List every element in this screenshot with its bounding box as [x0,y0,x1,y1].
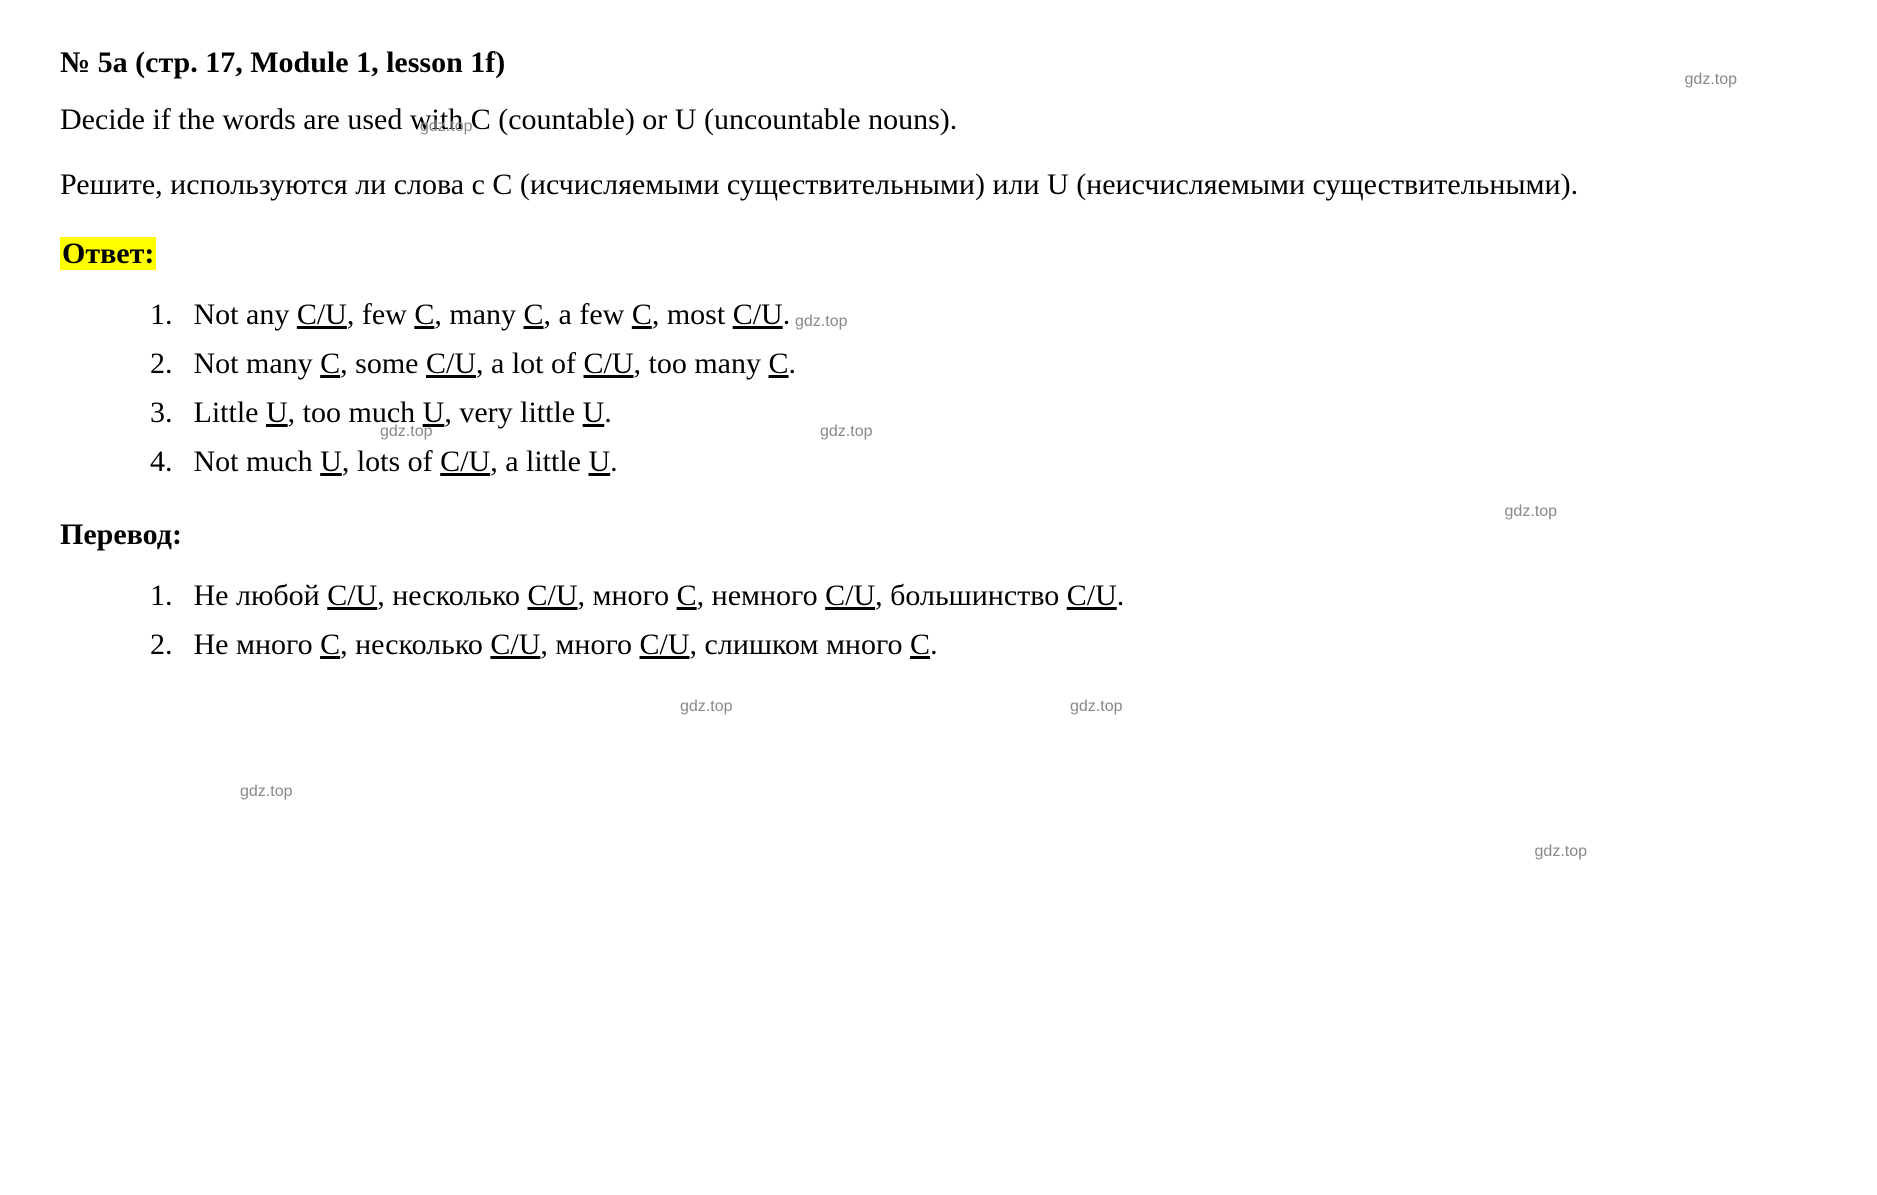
answer-mark: C [414,298,434,331]
translation-text: Не любой [194,579,328,612]
watermark: gdz.top [680,695,732,719]
translation-text: , большинство [875,579,1067,612]
answer-mark: U [266,396,288,429]
translation-mark: C/U [825,579,875,612]
answer-mark: U [583,396,605,429]
translation-mark: C/U [490,628,540,661]
answer-mark: C [524,298,544,331]
answer-text: , lots of [342,445,440,478]
answer-mark: C/U [584,347,634,380]
translation-text: . [930,628,938,661]
answer-mark: U [423,396,445,429]
answer-mark: C [769,347,789,380]
translation-list: 1. Не любой C/U, несколько C/U, много C,… [60,573,1817,667]
answer-text: . [789,347,797,380]
translation-text: . [1117,579,1125,612]
translation-text: , несколько [377,579,527,612]
answer-label: Ответ: [60,237,156,270]
answer-text: , some [340,347,426,380]
answer-text: Not many [194,347,321,380]
answer-section-header: Ответ: [60,231,1817,276]
translation-text: Не много [194,628,321,661]
list-number: 4. [150,439,186,484]
answer-text: , a little [490,445,588,478]
answer-text: . [604,396,612,429]
list-number: 1. [150,292,186,337]
answer-item-4: 4. Not much U, lots of C/U, a little U. [150,439,1817,484]
answer-text: , few [347,298,414,331]
translation-mark: C/U [528,579,578,612]
answer-text: . [610,445,618,478]
instruction-english: Decide if the words are used with C (cou… [60,97,1817,142]
answer-text: , too many [634,347,769,380]
list-number: 1. [150,573,186,618]
answer-item-2: 2. Not many C, some C/U, a lot of C/U, t… [150,341,1817,386]
answer-mark: C [632,298,652,331]
answer-text: , too much [288,396,423,429]
answer-mark: C [320,347,340,380]
answer-item-3: 3. Little U, too much U, very little U. [150,390,1817,435]
answer-text: , very little [444,396,582,429]
answer-mark: C/U [440,445,490,478]
answer-mark: C/U [426,347,476,380]
translation-mark: C [320,628,340,661]
list-number: 3. [150,390,186,435]
answer-text: , a few [544,298,632,331]
translation-mark: C/U [1067,579,1117,612]
translation-text: , много [540,628,639,661]
answer-text: . [783,298,791,331]
translation-section-header: Перевод: [60,512,1817,557]
answer-mark: U [589,445,611,478]
watermark: gdz.top [1070,695,1122,719]
answer-text: Not much [194,445,321,478]
translation-mark: C/U [640,628,690,661]
translation-label: Перевод: [60,518,182,551]
watermark: gdz.top [240,780,292,804]
answer-text: , most [652,298,733,331]
translation-item-2: 2. Не много C, несколько C/U, много C/U,… [150,622,1817,667]
answer-mark: C/U [297,298,347,331]
translation-text: , слишком много [690,628,911,661]
translation-mark: C [910,628,930,661]
translation-mark: C [677,579,697,612]
translation-item-1: 1. Не любой C/U, несколько C/U, много C,… [150,573,1817,618]
answer-mark: C/U [733,298,783,331]
answer-text: Little [194,396,266,429]
exercise-title: № 5a (стр. 17, Module 1, lesson 1f) [60,40,1817,85]
translation-text: , много [578,579,677,612]
answer-text: , many [434,298,523,331]
instruction-russian: Решите, используются ли слова с C (исчис… [60,162,1817,207]
answer-mark: U [320,445,342,478]
answer-text: , a lot of [476,347,583,380]
translation-text: , несколько [340,628,490,661]
answer-text: Not any [194,298,297,331]
translation-text: , немного [697,579,825,612]
list-number: 2. [150,341,186,386]
list-number: 2. [150,622,186,667]
answer-item-1: 1. Not any C/U, few C, many C, a few C, … [150,292,1817,337]
watermark: gdz.top [1535,840,1587,864]
translation-mark: C/U [327,579,377,612]
answer-list: 1. Not any C/U, few C, many C, a few C, … [60,292,1817,484]
